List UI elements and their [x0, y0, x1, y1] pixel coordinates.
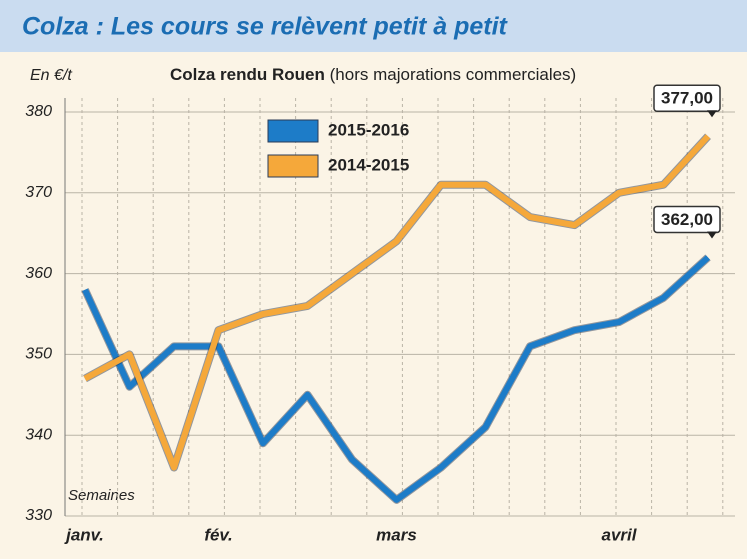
y-tick-label: 370: [25, 184, 52, 201]
value-label: 377,00: [661, 89, 713, 108]
legend-label: 2015-2016: [328, 120, 409, 139]
legend-label: 2014-2015: [328, 155, 409, 174]
x-tick-label: fév.: [204, 525, 232, 544]
value-label-pointer: [707, 110, 717, 118]
y-tick-label: 350: [25, 346, 52, 363]
series-line: [82, 255, 711, 503]
value-label-pointer: [707, 231, 717, 239]
x-tick-label: avril: [602, 525, 638, 544]
value-label-box: [653, 84, 721, 112]
subtitle: (hors majorations commerciales): [330, 65, 577, 84]
y-tick-label: 340: [25, 426, 52, 443]
y-axis-label: En €/t: [30, 67, 72, 84]
title: Colza rendu Rouen: [170, 65, 325, 84]
value-label: 362,00: [661, 210, 713, 229]
chart-title: Colza rendu Rouen (hors majorations comm…: [170, 65, 576, 84]
banner: Colza : Les cours se relèvent petit à pe…: [22, 13, 509, 41]
value-label-box: [653, 205, 721, 234]
banner-band: [0, 0, 747, 52]
y-tick-label: 330: [25, 507, 52, 524]
x-axis-label: Semaines: [68, 487, 135, 504]
legend-swatch: [267, 154, 319, 178]
x-tick-label: mars: [376, 525, 417, 544]
x-tick-label: janv.: [64, 525, 104, 544]
y-tick-label: 380: [25, 103, 52, 120]
series-line: [83, 134, 711, 471]
legend-swatch: [267, 119, 319, 143]
y-tick-label: 360: [25, 265, 52, 282]
